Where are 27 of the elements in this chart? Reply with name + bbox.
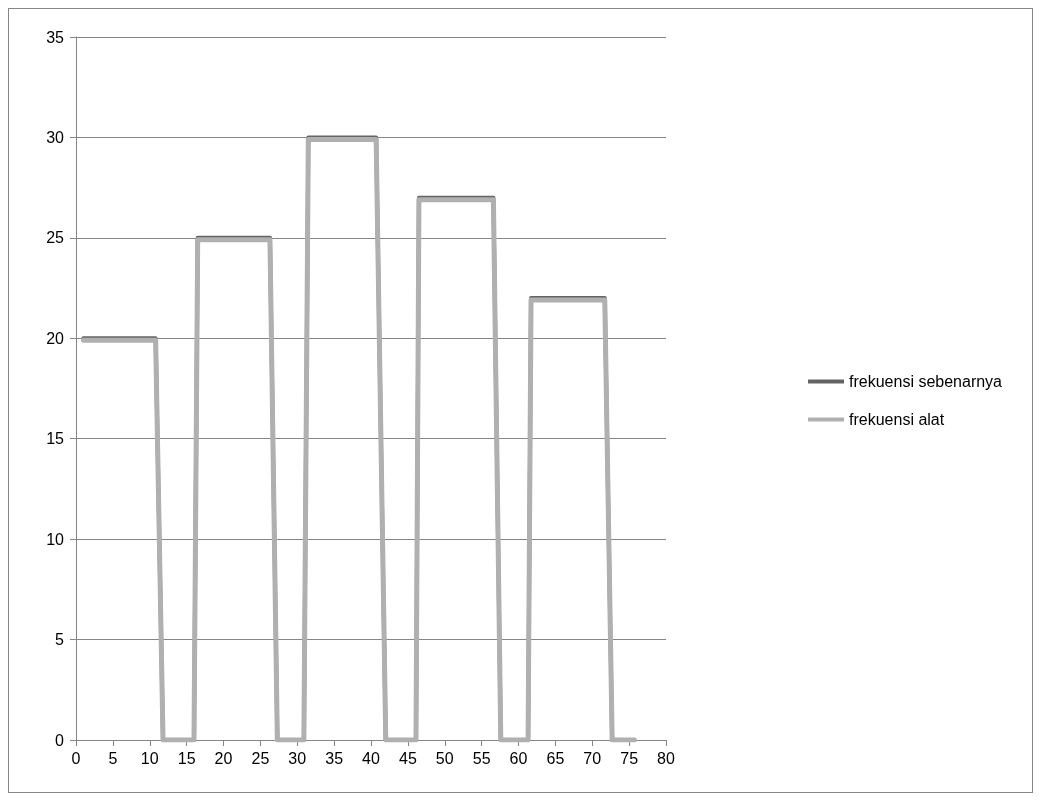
y-tick-label: 25 (46, 229, 65, 247)
y-tick-label: 5 (55, 631, 65, 649)
y-tick-label: 20 (46, 329, 65, 347)
x-tick-label: 0 (71, 749, 81, 767)
x-tick-label: 50 (435, 749, 454, 767)
x-tick-label: 75 (620, 749, 639, 767)
legend-label: frekuensi sebenarnya (849, 373, 1003, 390)
y-tick-label: 10 (46, 530, 65, 548)
x-tick-label: 80 (657, 749, 675, 767)
x-tick-label: 55 (472, 749, 491, 767)
y-tick-label: 35 (46, 28, 65, 46)
x-tick-label: 40 (362, 749, 380, 767)
y-tick-label: 30 (46, 128, 65, 146)
x-tick-label: 5 (108, 749, 118, 767)
x-tick-label: 70 (583, 749, 602, 767)
y-tick-label: 0 (55, 731, 65, 749)
x-tick-label: 25 (251, 749, 270, 767)
x-tick-label: 15 (177, 749, 196, 767)
x-tick-label: 30 (288, 749, 307, 767)
x-tick-label: 35 (325, 749, 344, 767)
x-tick-label: 10 (140, 749, 159, 767)
y-tick-label: 15 (46, 430, 65, 448)
x-tick-label: 60 (509, 749, 528, 767)
x-tick-label: 65 (546, 749, 565, 767)
x-tick-label: 20 (214, 749, 233, 767)
legend-label: frekuensi alat (849, 411, 945, 428)
x-tick-label: 45 (398, 749, 417, 767)
